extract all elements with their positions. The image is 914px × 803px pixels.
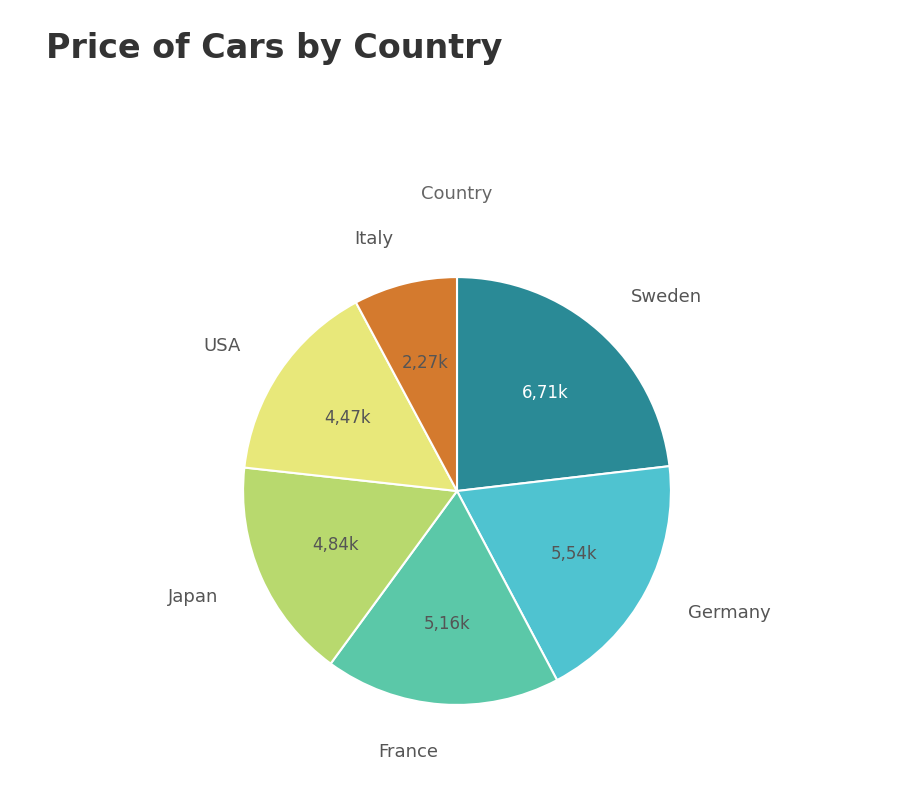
Text: 4,84k: 4,84k: [313, 536, 359, 554]
Text: Italy: Italy: [355, 230, 393, 247]
Text: Country: Country: [421, 185, 493, 203]
Text: Germany: Germany: [688, 604, 771, 622]
Text: 4,47k: 4,47k: [324, 408, 370, 426]
Wedge shape: [457, 278, 669, 491]
Text: Sweden: Sweden: [631, 287, 702, 306]
Wedge shape: [356, 278, 457, 491]
Text: France: France: [378, 743, 438, 760]
Text: 5,16k: 5,16k: [424, 614, 471, 633]
Text: Japan: Japan: [168, 588, 218, 605]
Wedge shape: [243, 468, 457, 664]
Text: USA: USA: [204, 336, 240, 354]
Wedge shape: [244, 303, 457, 491]
Text: 6,71k: 6,71k: [522, 384, 569, 402]
Wedge shape: [457, 467, 671, 680]
Wedge shape: [331, 491, 557, 705]
Text: 2,27k: 2,27k: [401, 354, 448, 372]
Text: Price of Cars by Country: Price of Cars by Country: [46, 32, 502, 65]
Text: 5,54k: 5,54k: [551, 544, 598, 562]
